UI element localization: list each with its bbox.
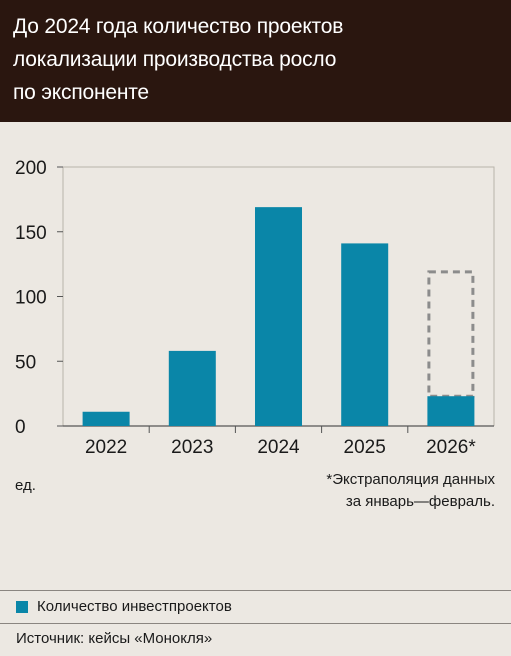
bar-2026 [427, 396, 475, 426]
x-tick-label: 2024 [257, 437, 300, 458]
legend: Количество инвестпроектов [16, 598, 232, 615]
x-tick-label: 2023 [171, 437, 213, 458]
bar-2022 [82, 411, 130, 426]
y-tick-label: 100 [15, 288, 47, 309]
bar-2025 [341, 243, 389, 426]
footnote-line-2: за январь—февраль. [345, 493, 495, 510]
chart-title: До 2024 года количество проектов локализ… [13, 10, 483, 109]
y-tick-label: 200 [15, 158, 47, 179]
unit-label: ед. [15, 477, 36, 494]
legend-label: Количество инвестпроектов [37, 598, 232, 615]
title-line-1: До 2024 года количество проектов [13, 15, 344, 38]
y-tick-label: 50 [15, 352, 36, 373]
x-tick-label: 2022 [85, 437, 127, 458]
x-tick-label: 2025 [344, 437, 386, 458]
bar-chart: 200 150 100 50 0 2022 2023 2024 2025 2026* [15, 158, 495, 458]
bar-2024 [255, 207, 302, 426]
title-line-2: локализации производства росло [13, 48, 337, 71]
y-tick-label: 150 [15, 223, 47, 244]
extrapolation-outline [427, 270, 475, 398]
bar-2023 [168, 350, 216, 426]
legend-swatch [16, 600, 28, 613]
y-tick-label: 0 [15, 417, 26, 438]
x-tick-label: 2026* [426, 437, 476, 458]
footnote-line-1: *Экстраполяция данных [326, 471, 495, 488]
title-line-3: по экспоненте [13, 81, 149, 104]
footnote: *Экстраполяция данных за январь—февраль. [235, 469, 495, 513]
divider-bottom [0, 623, 511, 624]
source-note: Источник: кейсы «Монокля» [16, 630, 213, 647]
header-band: До 2024 года количество проектов локализ… [0, 0, 511, 122]
divider-top [0, 590, 511, 591]
